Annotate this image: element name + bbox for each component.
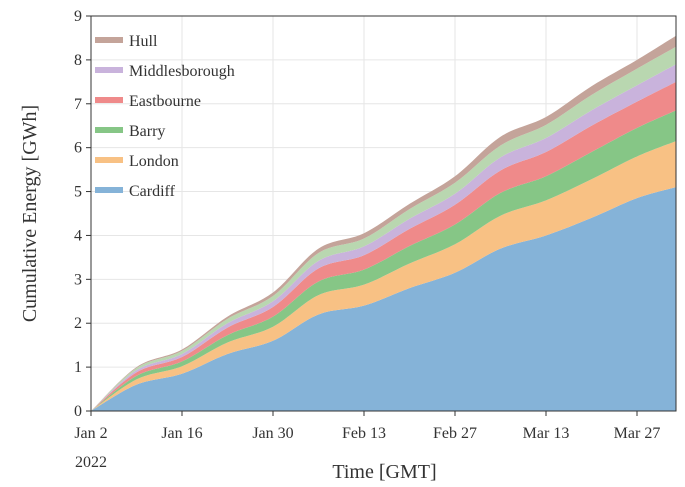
area-eastbourne <box>91 81 676 411</box>
x-tick-label: Mar 27 <box>614 425 661 442</box>
x-axis-title: Time [GMT] <box>332 461 436 483</box>
x-axis: Jan 2 2022 Jan 16 Jan 30 Feb 13 Feb 27 Mar 13 M… <box>74 411 660 471</box>
area-series <box>91 35 676 412</box>
area-hull <box>91 35 676 411</box>
area-barry <box>91 110 676 412</box>
x-tick-label: Feb 13 <box>342 425 386 442</box>
legend-swatch <box>95 157 123 163</box>
legend-label: Barry <box>129 123 165 140</box>
y-axis: 0 1 2 3 4 5 6 7 8 9 <box>74 8 91 420</box>
y-tick-label: 0 <box>74 403 82 420</box>
x-tick-label: Jan 2 <box>74 425 107 442</box>
area-cardiff <box>91 187 676 411</box>
y-tick-label: 6 <box>74 140 82 157</box>
x-tick-sublabel: 2022 <box>75 454 107 471</box>
y-tick-label: 9 <box>74 8 82 25</box>
legend: Hull Middlesborough Eastbourne Barry London C… <box>95 33 235 200</box>
x-tick-label: Jan 30 <box>252 425 293 442</box>
x-tick-label: Jan 16 <box>161 425 202 442</box>
y-tick-label: 1 <box>74 359 82 376</box>
legend-label: London <box>129 153 179 170</box>
y-tick-label: 8 <box>74 52 82 69</box>
legend-label: Hull <box>129 33 158 50</box>
area-middlesborough <box>91 64 676 411</box>
plot-frame <box>90 15 677 412</box>
legend-swatch <box>95 37 123 43</box>
area-others <box>91 46 676 411</box>
y-tick-label: 2 <box>74 315 82 332</box>
legend-swatch <box>95 67 123 73</box>
x-tick-label: Mar 13 <box>523 425 570 442</box>
legend-swatch <box>95 97 123 103</box>
y-tick-label: 4 <box>74 227 82 244</box>
y-axis-title: Cumulative Energy [GWh] <box>19 105 41 322</box>
legend-swatch <box>95 127 123 133</box>
y-tick-label: 3 <box>74 271 82 288</box>
legend-label: Cardiff <box>129 183 176 200</box>
y-tick-label: 7 <box>74 96 82 113</box>
legend-label: Middlesborough <box>129 63 235 80</box>
y-tick-label: 5 <box>74 184 82 201</box>
legend-label: Eastbourne <box>129 93 201 110</box>
x-tick-label: Feb 27 <box>433 425 477 442</box>
legend-swatch <box>95 187 123 193</box>
area-london <box>91 141 676 411</box>
